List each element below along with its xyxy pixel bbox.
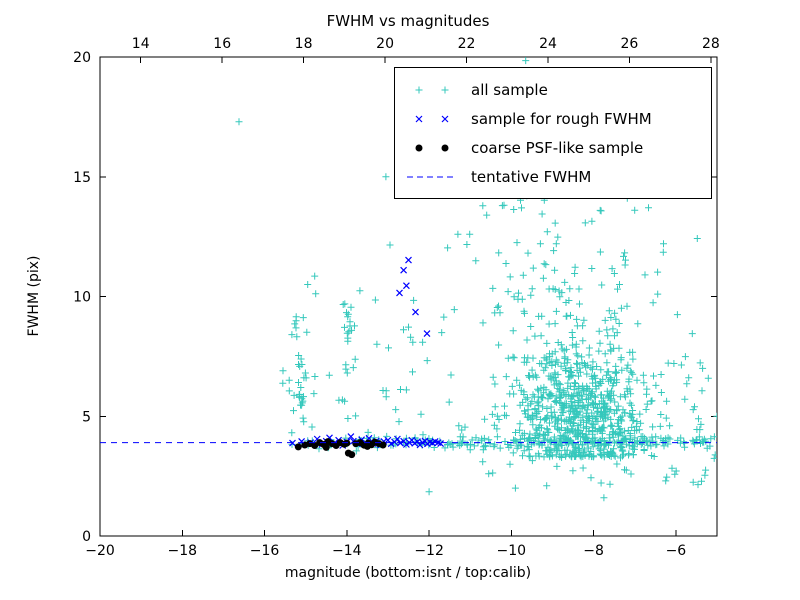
x-top-tick-label: 20: [376, 36, 394, 52]
all-sample-points: [235, 57, 717, 502]
y-axis-label: FWHM (pix): [26, 256, 42, 337]
x-bottom-tick-label: −16: [250, 543, 280, 559]
x-bottom-tick-label: −12: [414, 543, 444, 559]
legend-item-rough-fwhm: sample for rough FWHM: [395, 104, 711, 133]
x-bottom-tick-label: −8: [583, 543, 604, 559]
x-top-tick-label: 14: [132, 36, 150, 52]
y-tick-label: 0: [82, 529, 91, 545]
x-bottom-tick-label: −18: [168, 543, 198, 559]
x-bottom-tick-label: −14: [332, 543, 362, 559]
chart-title: FWHM vs magnitudes: [327, 12, 490, 30]
x-top-tick-label: 26: [620, 36, 638, 52]
legend-label: tentative FWHM: [471, 167, 592, 186]
x-top-tick-label: 24: [539, 36, 557, 52]
x-bottom-tick-label: −10: [497, 543, 527, 559]
x-top-tick-label: 16: [213, 36, 231, 52]
x-top-tick-label: 18: [295, 36, 313, 52]
x-axis-label: magnitude (bottom:isnt / top:calib): [285, 565, 531, 581]
legend-label: coarse PSF-like sample: [471, 138, 644, 157]
y-tick-label: 15: [73, 170, 91, 186]
sample-for-rough-FWHM-points: [289, 256, 445, 449]
legend-label: all sample: [471, 80, 548, 99]
legend-label: sample for rough FWHM: [471, 109, 652, 128]
tentative-fwhm-dashed-line: [407, 176, 457, 177]
all-sample-plus-markers: [415, 86, 449, 93]
y-tick-label: 5: [82, 409, 91, 425]
legend: all sample sample for rough FWHM coarse …: [394, 67, 712, 199]
data-points-layer: [100, 57, 717, 502]
x-top-tick-label: 28: [702, 36, 720, 52]
y-tick-label: 20: [73, 50, 91, 66]
axis-ticks: −20 −18 −16 −14 −12 −10 −8 −6 14 16 18 20 22 24 26 28 0 5…: [73, 36, 720, 559]
rough-fwhm-x-markers: [415, 115, 449, 122]
legend-item-all-sample: all sample: [395, 75, 711, 104]
legend-item-tentative-fwhm: tentative FWHM: [395, 162, 711, 191]
psf-like-dot-markers: [415, 144, 449, 151]
y-tick-label: 10: [73, 290, 91, 306]
coarse-PSF-like-sample-points: [294, 438, 387, 459]
legend-item-psf-like: coarse PSF-like sample: [395, 133, 711, 162]
x-top-tick-label: 22: [458, 36, 476, 52]
x-bottom-tick-label: −6: [666, 543, 687, 559]
x-bottom-tick-label: −20: [85, 543, 115, 559]
